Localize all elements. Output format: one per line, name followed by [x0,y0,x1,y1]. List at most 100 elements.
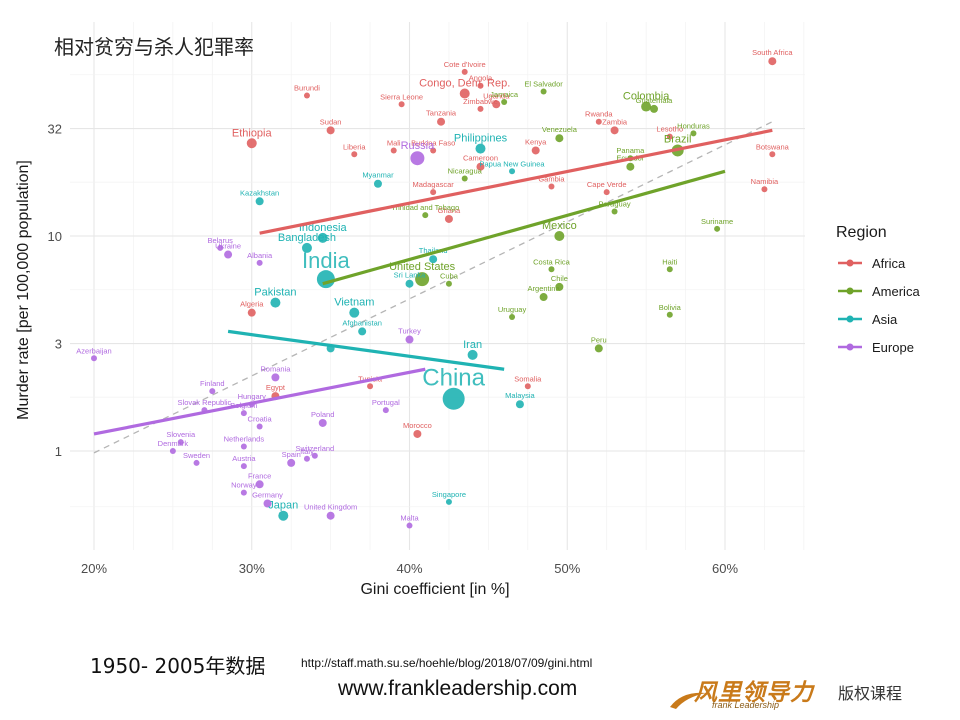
data-point [555,282,564,291]
data-point [256,259,263,266]
point-label: Singapore [432,490,466,499]
data-point [270,297,281,308]
source-url[interactable]: http://staff.math.su.se/hoehle/blog/2018… [301,656,593,670]
data-point [610,126,619,135]
point-label: Brazil [664,133,692,145]
point-label: Rwanda [585,110,613,119]
point-label: Uganda [483,91,510,100]
point-label: Ghana [438,206,461,215]
point-label: Vietnam [334,297,374,309]
data-point [177,439,184,446]
y-tick-label: 32 [48,122,62,137]
point-label: Morocco [403,421,432,430]
y-tick-label: 10 [48,229,62,244]
point-label: Sierra Leone [380,92,423,101]
data-point [240,463,247,470]
point-label: Mexico [542,220,577,232]
data-point [317,232,328,243]
point-label: Philippines [454,133,508,145]
point-label: Congo, Dem. Rep. [419,78,510,90]
point-label: Poland [311,410,334,419]
point-label: Algeria [240,300,264,309]
data-point [761,186,768,193]
point-label: Venezuela [542,125,578,134]
data-point [459,88,470,99]
gridlines [70,22,805,550]
data-point [548,183,555,190]
point-label: Cuba [440,272,459,281]
point-label: Lesotho [656,125,683,134]
point-label: Germany [252,490,283,499]
y-tick-label: 1 [55,444,62,459]
legend-swatch-dot [846,287,854,295]
point-labels: South Africa Cote d'Ivoire Congo, Dem. Rep… [76,48,793,522]
data-point [255,480,264,489]
data-point [666,133,673,140]
trend-line [322,169,726,286]
point-label: India [302,248,350,273]
brand-name-cn: 风里领导力 [694,680,814,706]
copyright-text: 版权课程 [838,684,903,703]
point-label: Uruguay [498,305,527,314]
point-label: Cote d'Ivoire [444,60,486,69]
data-point [461,175,468,182]
point-label: Botswana [756,142,790,151]
data-point [430,147,437,154]
point-label: Russia [401,140,436,152]
data-point [603,189,610,196]
axes: 20% 30% 40% 50% 60% 1 3 10 32 [48,122,739,576]
data-point [263,499,272,508]
data-point [531,146,540,155]
point-label: Slovak Republic [178,398,232,407]
data-point [477,82,484,89]
data-point [240,443,247,450]
point-label: Indonesia [299,222,348,234]
point-label: South Africa [752,48,793,57]
brand-name-en: frank Leadership [712,700,780,710]
legend-title: Region [836,224,887,241]
data-point [256,423,263,430]
point-label: Papua New Guinea [480,159,546,168]
point-label: Mali [387,138,401,147]
data-point [303,92,310,99]
data-point [650,104,659,113]
y-axis-title: Murder rate [per 100,000 population] [15,160,32,420]
data-point [169,448,176,454]
data-point [477,105,484,112]
data-point [326,511,335,520]
data-point [626,162,635,171]
website-url[interactable]: www.frankleadership.com [338,677,578,700]
legend-swatch-dot [846,259,854,267]
point-label: Croatia [248,415,273,424]
data-point [311,452,318,459]
reference-dashed-line [93,121,773,454]
data-point [515,400,524,409]
data-point [406,522,413,529]
point-label: Egypt [266,383,286,392]
x-tick-label: 60% [712,561,738,576]
data-point [316,270,335,289]
point-label: Austria [232,454,256,463]
data-point [246,138,257,149]
x-tick-label: 30% [239,561,265,576]
point-label: Namibia [751,177,779,186]
data-point [367,383,374,390]
point-label: Bangladesh [278,232,336,244]
data-point [255,197,264,206]
point-label: Spain [282,450,301,459]
data-point [444,214,453,223]
data-point [548,266,555,273]
point-label: United Kingdom [304,503,357,512]
point-label: Suriname [701,217,733,226]
data-point [666,266,673,273]
data-point [554,231,565,241]
data-point [349,307,360,318]
data-point [303,455,310,462]
point-label: Myanmar [362,171,394,180]
point-label: Zimbabwe [463,97,498,106]
legend: Region Africa America Asia Europe [836,224,920,355]
point-label: El Salvador [524,79,563,88]
point-label: Guatemala [636,96,674,105]
legend-swatch-dot [846,315,854,323]
